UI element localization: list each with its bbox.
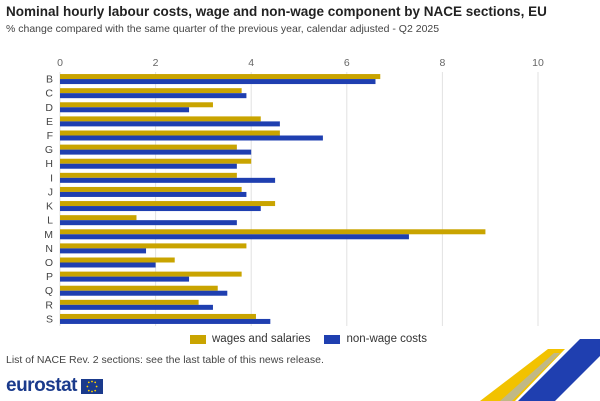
y-tick-label-K: K [46, 201, 53, 213]
chart-title: Nominal hourly labour costs, wage and no… [6, 4, 547, 19]
bar-nonwage-L [60, 220, 237, 226]
bar-wages-E [60, 116, 261, 122]
bar-nonwage-C [60, 93, 247, 99]
bar-wages-D [60, 102, 213, 108]
y-tick-label-P: P [46, 271, 53, 283]
bar-nonwage-K [60, 206, 261, 212]
y-tick-label-O: O [45, 257, 53, 269]
y-tick-label-Q: Q [45, 285, 53, 297]
legend-swatch-nonwage [324, 334, 341, 344]
bar-wages-O [60, 257, 175, 263]
bar-wages-I [60, 172, 237, 178]
bar-wages-S [60, 313, 256, 319]
y-tick-label-M: M [44, 229, 53, 241]
logo-text: eurostat [6, 375, 77, 396]
y-tick-label-C: C [45, 88, 53, 100]
y-tick-label-B: B [46, 74, 53, 86]
chart-legend: wages and salaries non-wage costs [190, 333, 441, 345]
bar-nonwage-M [60, 234, 409, 240]
y-tick-label-R: R [45, 299, 53, 311]
x-tick-label-6: 6 [344, 57, 350, 69]
bar-wages-Q [60, 285, 218, 291]
bar-wages-M [60, 229, 486, 235]
bar-wages-L [60, 215, 137, 221]
bar-nonwage-O [60, 262, 156, 268]
bar-nonwage-E [60, 121, 280, 127]
x-tick-label-10: 10 [532, 57, 544, 69]
legend-label-nonwage: non-wage costs [346, 333, 427, 345]
y-tick-label-L: L [47, 215, 53, 227]
bar-nonwage-I [60, 177, 276, 183]
eurostat-logo[interactable]: eurostat [6, 375, 103, 397]
bar-wages-B [60, 74, 381, 80]
y-tick-label-F: F [47, 130, 53, 142]
chart-subtitle: % change compared with the same quarter … [6, 23, 440, 35]
y-tick-label-I: I [50, 172, 53, 184]
bar-wages-F [60, 130, 280, 136]
bar-nonwage-S [60, 318, 271, 324]
bar-wages-H [60, 158, 252, 164]
x-tick-label-4: 4 [248, 57, 254, 69]
bar-nonwage-P [60, 276, 190, 282]
bar-nonwage-Q [60, 290, 228, 296]
legend-swatch-wages [190, 334, 206, 344]
bar-nonwage-H [60, 163, 237, 169]
y-tick-label-S: S [46, 313, 53, 325]
bar-nonwage-B [60, 79, 376, 85]
x-tick-label-2: 2 [153, 57, 159, 69]
bar-wages-N [60, 243, 247, 249]
y-tick-label-D: D [45, 102, 53, 114]
y-tick-label-E: E [46, 116, 53, 128]
bar-nonwage-N [60, 248, 147, 254]
bar-nonwage-F [60, 135, 323, 141]
bar-nonwage-J [60, 191, 247, 197]
bar-nonwage-R [60, 304, 213, 310]
y-tick-label-H: H [45, 158, 53, 170]
y-tick-label-J: J [48, 186, 53, 198]
bar-wages-R [60, 299, 199, 305]
legend-label-wages: wages and salaries [212, 333, 311, 345]
bar-wages-J [60, 186, 242, 192]
legend-item-wages[interactable]: wages and salaries [190, 333, 310, 345]
bar-wages-G [60, 144, 237, 150]
decorative-stripes [480, 339, 600, 401]
bar-nonwage-D [60, 107, 190, 113]
bar-wages-K [60, 201, 276, 207]
y-tick-label-N: N [45, 243, 53, 255]
bar-wages-C [60, 88, 242, 94]
bar-wages-P [60, 271, 242, 277]
footnote: List of NACE Rev. 2 sections: see the la… [6, 354, 324, 366]
x-tick-label-8: 8 [439, 57, 445, 69]
eu-flag-icon [80, 378, 103, 394]
y-tick-label-G: G [45, 144, 53, 156]
bar-nonwage-G [60, 149, 252, 155]
legend-item-nonwage[interactable]: non-wage costs [324, 333, 427, 345]
x-tick-label-0: 0 [57, 57, 63, 69]
